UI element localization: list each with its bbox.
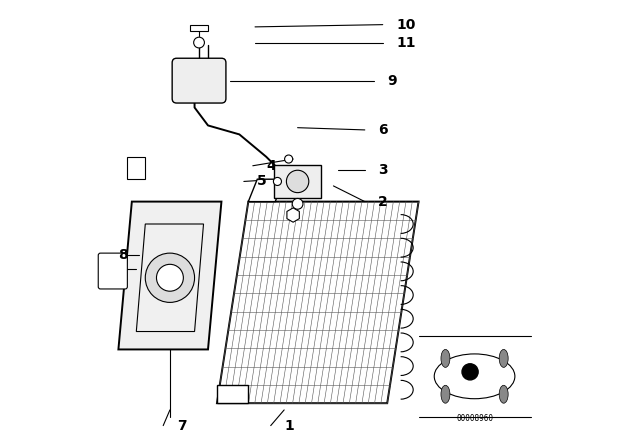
Text: 1: 1 bbox=[284, 418, 294, 433]
Ellipse shape bbox=[441, 385, 450, 403]
Bar bbox=[190, 25, 208, 31]
Ellipse shape bbox=[441, 349, 450, 367]
Text: 8: 8 bbox=[118, 248, 128, 263]
FancyBboxPatch shape bbox=[172, 58, 226, 103]
Polygon shape bbox=[217, 385, 248, 403]
Polygon shape bbox=[118, 202, 221, 349]
Text: 3: 3 bbox=[378, 163, 388, 177]
Text: 10: 10 bbox=[396, 17, 415, 32]
Polygon shape bbox=[248, 179, 284, 202]
Ellipse shape bbox=[435, 354, 515, 399]
Text: 9: 9 bbox=[387, 73, 397, 88]
Circle shape bbox=[145, 253, 195, 302]
Circle shape bbox=[273, 177, 282, 185]
Text: 4: 4 bbox=[266, 159, 276, 173]
Ellipse shape bbox=[499, 385, 508, 403]
Circle shape bbox=[462, 364, 478, 380]
Text: 7: 7 bbox=[177, 418, 186, 433]
Circle shape bbox=[194, 37, 204, 48]
FancyBboxPatch shape bbox=[275, 165, 321, 198]
Text: 2: 2 bbox=[378, 194, 388, 209]
Text: 5: 5 bbox=[257, 174, 267, 189]
Circle shape bbox=[285, 155, 292, 163]
Polygon shape bbox=[287, 208, 300, 222]
Ellipse shape bbox=[287, 170, 309, 193]
Text: 11: 11 bbox=[396, 35, 415, 50]
Ellipse shape bbox=[499, 349, 508, 367]
Bar bbox=[127, 157, 145, 179]
Circle shape bbox=[292, 198, 303, 209]
FancyBboxPatch shape bbox=[99, 253, 127, 289]
Text: 6: 6 bbox=[378, 123, 388, 137]
Text: 00008960: 00008960 bbox=[456, 414, 493, 423]
Circle shape bbox=[157, 264, 184, 291]
Polygon shape bbox=[217, 202, 419, 403]
